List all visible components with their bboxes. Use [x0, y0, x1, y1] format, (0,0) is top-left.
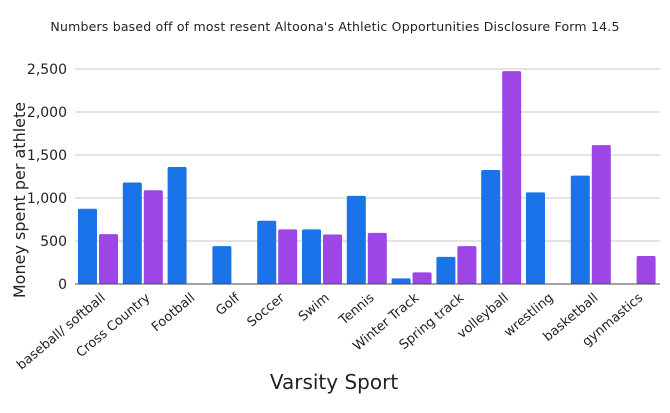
x-tick-label: Tennis: [336, 290, 378, 328]
bar: [302, 229, 321, 284]
bar: [481, 170, 501, 284]
bar: [257, 220, 277, 284]
bar: [167, 167, 187, 284]
bar: [391, 278, 411, 284]
bar: [412, 272, 432, 284]
bar: [278, 229, 298, 284]
bar: [122, 182, 142, 284]
x-tick-label: Soccer: [245, 290, 289, 330]
bar: [78, 208, 97, 284]
bar: [591, 145, 611, 284]
x-axis-label: Varsity Sport: [270, 370, 398, 394]
bar: [457, 246, 477, 284]
bar: [636, 256, 656, 284]
x-tick-label: Swim: [296, 291, 333, 325]
bar: [570, 175, 590, 284]
y-tick-label: 1,500: [27, 148, 67, 164]
bar: [346, 195, 366, 284]
y-tick-label: 2,500: [27, 62, 67, 78]
bar: [212, 246, 232, 284]
bar: [323, 234, 342, 284]
bar: [502, 71, 522, 285]
y-tick-label: 1,000: [27, 191, 67, 207]
bar: [436, 256, 456, 284]
chart-title: Numbers based off of most resent Altoona…: [50, 19, 619, 34]
bar: [99, 234, 118, 284]
y-tick-label: 500: [40, 234, 67, 250]
y-axis-label: Money spent per athlete: [10, 102, 29, 298]
y-axis-ticks: 0 500 1,000 1,500 2,000 2,500: [27, 62, 67, 293]
bars: [78, 71, 656, 285]
bar: [367, 232, 387, 284]
bar: [526, 192, 545, 284]
x-tick-label: Golf: [213, 290, 243, 319]
x-tick-label: Football: [149, 291, 198, 336]
y-tick-label: 2,000: [27, 105, 67, 121]
bar: [143, 190, 163, 284]
y-tick-label: 0: [58, 277, 67, 293]
